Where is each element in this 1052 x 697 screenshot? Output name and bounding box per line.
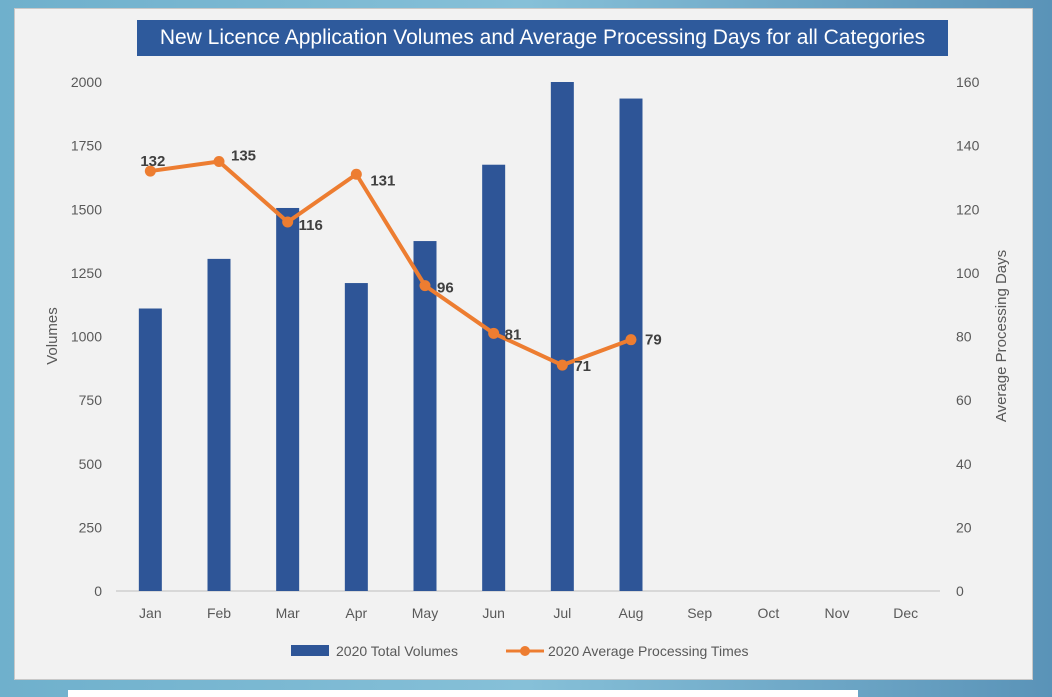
- x-tick-label: Nov: [825, 605, 850, 621]
- x-tick-label: Oct: [757, 605, 779, 621]
- processing-data-label: 79: [645, 332, 662, 349]
- y2-tick-label: 20: [956, 519, 972, 535]
- x-tick-label: Aug: [619, 605, 644, 621]
- volume-bar: [276, 207, 300, 592]
- x-tick-label: Mar: [276, 605, 300, 621]
- y-tick-label: 1500: [71, 201, 102, 217]
- legend-line-label: 2020 Average Processing Times: [548, 643, 749, 659]
- processing-point: [556, 359, 568, 371]
- y2-tick-label: 0: [956, 583, 964, 599]
- legend-line-marker: [520, 646, 530, 656]
- chart-panel: [14, 8, 1033, 680]
- legend: 2020 Total Volumes 2020 Average Processi…: [291, 643, 749, 659]
- x-tick-label: May: [412, 605, 438, 621]
- y2-tick-label: 60: [956, 392, 972, 408]
- legend-bar-label: 2020 Total Volumes: [336, 643, 458, 659]
- processing-data-label: 116: [299, 217, 323, 234]
- y2-tick-label: 80: [956, 329, 972, 345]
- y-tick-label: 0: [94, 583, 102, 599]
- volume-bar: [207, 258, 231, 591]
- y2-axis-label: Average Processing Days: [993, 250, 1010, 422]
- y-tick-label: 500: [79, 456, 103, 472]
- y-tick-label: 1250: [71, 265, 102, 281]
- processing-point: [350, 168, 362, 180]
- processing-data-label: 81: [505, 326, 522, 343]
- y-tick-label: 1000: [71, 329, 102, 345]
- processing-point: [282, 216, 294, 228]
- processing-point: [144, 165, 156, 177]
- y-tick-label: 2000: [71, 74, 102, 90]
- legend-bar-swatch: [291, 645, 329, 656]
- processing-data-label: 96: [437, 280, 454, 297]
- volume-bar: [482, 164, 506, 591]
- y-axis-label: Volumes: [44, 307, 61, 365]
- y-tick-label: 250: [79, 519, 103, 535]
- y-tick-label: 1750: [71, 138, 102, 154]
- processing-point: [419, 280, 431, 292]
- chart-title: New Licence Application Volumes and Aver…: [137, 20, 948, 56]
- processing-data-label: 132: [140, 153, 165, 170]
- y2-tick-label: 100: [956, 265, 980, 281]
- y2-tick-label: 160: [956, 74, 980, 90]
- volume-bar: [344, 283, 368, 591]
- y-tick-label: 750: [79, 392, 103, 408]
- volume-bar: [138, 308, 162, 591]
- processing-line: [150, 159, 632, 368]
- processing-point: [488, 327, 500, 339]
- volume-bar: [550, 82, 574, 591]
- processing-point: [625, 334, 637, 346]
- x-tick-label: Jun: [482, 605, 505, 621]
- x-tick-label: Apr: [345, 605, 367, 621]
- volume-bar: [413, 241, 437, 591]
- x-tick-label: Sep: [687, 605, 712, 621]
- processing-point: [213, 156, 225, 168]
- y2-tick-label: 140: [956, 138, 980, 154]
- x-tick-label: Dec: [893, 605, 918, 621]
- x-tick-label: Jan: [139, 605, 162, 621]
- y2-tick-label: 120: [956, 201, 980, 217]
- x-tick-label: Feb: [207, 605, 231, 621]
- x-tick-label: Jul: [553, 605, 571, 621]
- processing-data-label: 135: [231, 148, 256, 165]
- processing-data-label: 131: [370, 172, 395, 189]
- bottom-strip: [68, 690, 858, 697]
- y2-tick-label: 40: [956, 456, 972, 472]
- processing-data-label: 71: [574, 358, 591, 375]
